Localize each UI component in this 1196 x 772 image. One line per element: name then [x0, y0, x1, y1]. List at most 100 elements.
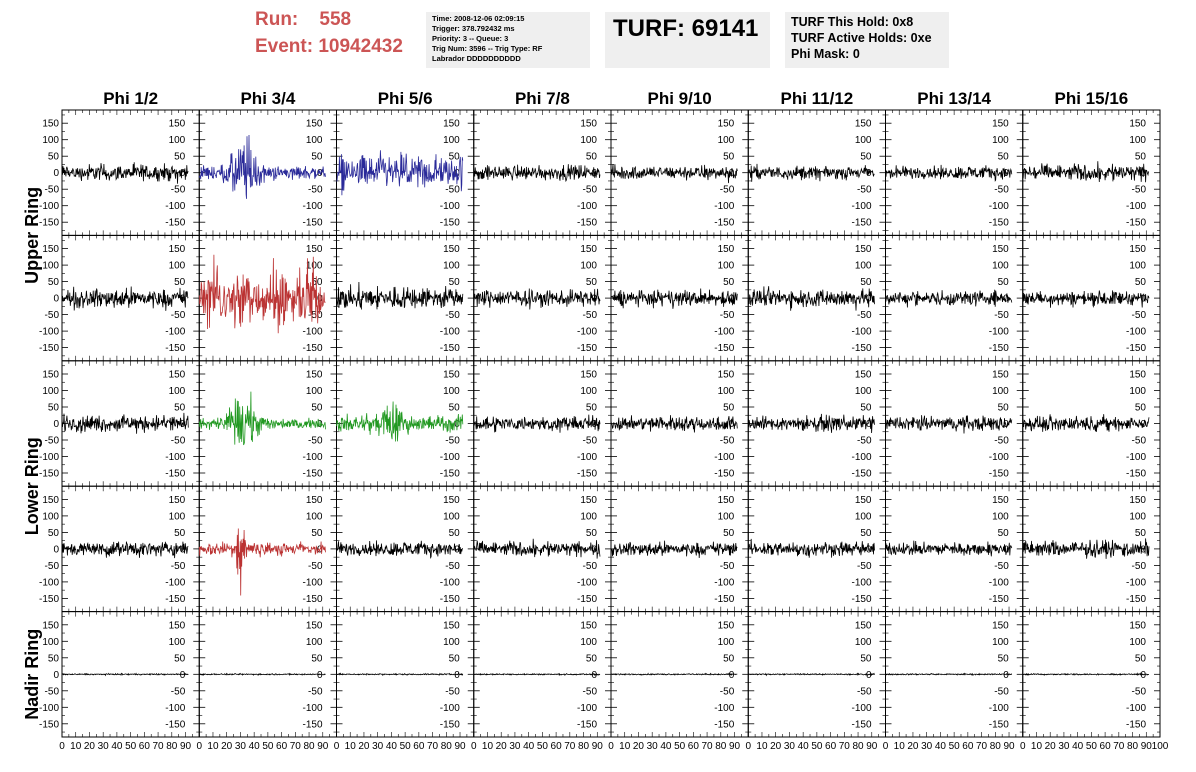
y-tick-label: 150 — [306, 119, 323, 130]
y-tick-label: -150 — [851, 469, 871, 480]
x-tick-label: 80 — [990, 741, 1002, 752]
y-tick-label: 50 — [174, 653, 186, 664]
y-tick-label: -50 — [445, 686, 460, 697]
y-tick-label: -150 — [577, 218, 597, 229]
y-tick-label: -100 — [302, 452, 322, 463]
waveform-2-5 — [747, 413, 875, 434]
waveform-1-5 — [747, 286, 875, 311]
y-tick-label: 50 — [723, 528, 735, 539]
waveform-0-3 — [473, 164, 601, 183]
x-tick-label: 10 — [482, 741, 494, 752]
y-tick-label: 0 — [454, 670, 460, 681]
y-tick-label: -100 — [577, 703, 597, 714]
x-tick-label: 40 — [660, 741, 672, 752]
y-tick-label: 150 — [580, 370, 597, 381]
x-tick-label: 70 — [564, 741, 576, 752]
x-tick-label: 30 — [921, 741, 933, 752]
y-tick-label: -100 — [165, 452, 185, 463]
x-tick-label: 20 — [1045, 741, 1057, 752]
x-tick-label: 20 — [633, 741, 645, 752]
x-tick-label: 40 — [386, 741, 398, 752]
y-tick-label: -100 — [165, 327, 185, 338]
x-tick-label: 30 — [1058, 741, 1070, 752]
x-tick-label: 90 — [1003, 741, 1015, 752]
y-tick-label: 100 — [443, 135, 460, 146]
run-number: Run: 558 — [255, 9, 352, 30]
waveform-1-7 — [1022, 290, 1150, 308]
info-trigger: Trigger: 378.792432 ms — [432, 24, 515, 33]
column-header-7: Phi 15/16 — [1055, 89, 1129, 108]
x-tick-label: 60 — [962, 741, 974, 752]
y-tick-label: 150 — [992, 244, 1009, 255]
x-tick-label: 80 — [1127, 741, 1139, 752]
x-tick-label: 20 — [770, 741, 782, 752]
y-tick-label: -150 — [440, 719, 460, 730]
y-tick-label: 50 — [311, 403, 323, 414]
y-tick-label: 50 — [48, 653, 60, 664]
row-header-1: Lower Ring — [22, 437, 42, 535]
x-tick-label: 50 — [674, 741, 686, 752]
x-tick-label: 10 — [70, 741, 82, 752]
x-tick-label: 20 — [907, 741, 919, 752]
y-tick-label: -150 — [714, 594, 734, 605]
y-tick-label: 150 — [580, 620, 597, 631]
y-tick-label: 150 — [580, 119, 597, 130]
waveform-2-2 — [336, 401, 464, 442]
y-tick-label: -50 — [171, 686, 186, 697]
x-tick-label: 50 — [811, 741, 823, 752]
y-tick-label: 150 — [1129, 620, 1146, 631]
y-tick-label: 150 — [169, 495, 186, 506]
x-tick-label: 70 — [839, 741, 851, 752]
x-tick-label: 10 — [894, 741, 906, 752]
waveform-0-2 — [336, 150, 464, 196]
y-tick-label: -100 — [39, 201, 59, 212]
y-tick-label: -50 — [171, 185, 186, 196]
y-tick-label: 50 — [998, 277, 1010, 288]
x-tick-label: 40 — [798, 741, 810, 752]
y-tick-label: 50 — [174, 277, 186, 288]
y-tick-label: 100 — [580, 261, 597, 272]
y-tick-label: -100 — [989, 577, 1009, 588]
y-tick-label: 100 — [306, 135, 323, 146]
y-tick-label: 50 — [311, 653, 323, 664]
x-tick-label: 80 — [166, 741, 178, 752]
y-tick-label: 150 — [855, 244, 872, 255]
x-tick-label: 60 — [276, 741, 288, 752]
y-tick-label: 100 — [580, 135, 597, 146]
y-tick-label: 100 — [443, 261, 460, 272]
y-tick-label: 50 — [586, 277, 598, 288]
y-tick-label: -50 — [994, 436, 1009, 447]
x-tick-label: 40 — [935, 741, 947, 752]
y-tick-label: -100 — [714, 577, 734, 588]
y-tick-label: 50 — [174, 152, 186, 163]
x-tick-label: 50 — [537, 741, 549, 752]
waveform-1-0 — [61, 286, 189, 311]
y-tick-label: 50 — [1135, 403, 1147, 414]
waveform-1-2 — [336, 281, 464, 310]
y-tick-label: 100 — [42, 511, 59, 522]
waveform-1-6 — [885, 289, 1013, 308]
y-tick-label: 100 — [718, 386, 735, 397]
y-tick-label: 150 — [718, 370, 735, 381]
y-tick-label: -100 — [714, 452, 734, 463]
waveform-3-3 — [473, 538, 601, 559]
x-tick-label: 10 — [619, 741, 631, 752]
y-tick-label: -50 — [583, 561, 598, 572]
y-tick-label: 50 — [860, 528, 872, 539]
y-tick-label: -150 — [302, 343, 322, 354]
turf-hold-box: TURF This Hold: 0x8 TURF Active Holds: 0… — [785, 12, 949, 68]
y-tick-label: 100 — [443, 511, 460, 522]
y-tick-label: -50 — [994, 561, 1009, 572]
y-tick-label: -150 — [39, 343, 59, 354]
y-tick-label: -100 — [302, 703, 322, 714]
y-tick-label: -150 — [302, 218, 322, 229]
y-tick-label: 150 — [443, 119, 460, 130]
waveform-0-4 — [610, 164, 738, 184]
y-tick-label: 150 — [306, 370, 323, 381]
waveform-2-1 — [198, 391, 326, 446]
waveform-0-5 — [747, 163, 875, 182]
y-tick-label: -100 — [577, 577, 597, 588]
y-tick-label: 50 — [449, 152, 461, 163]
y-tick-label: 50 — [1135, 277, 1147, 288]
x-tick-label: 90 — [866, 741, 878, 752]
